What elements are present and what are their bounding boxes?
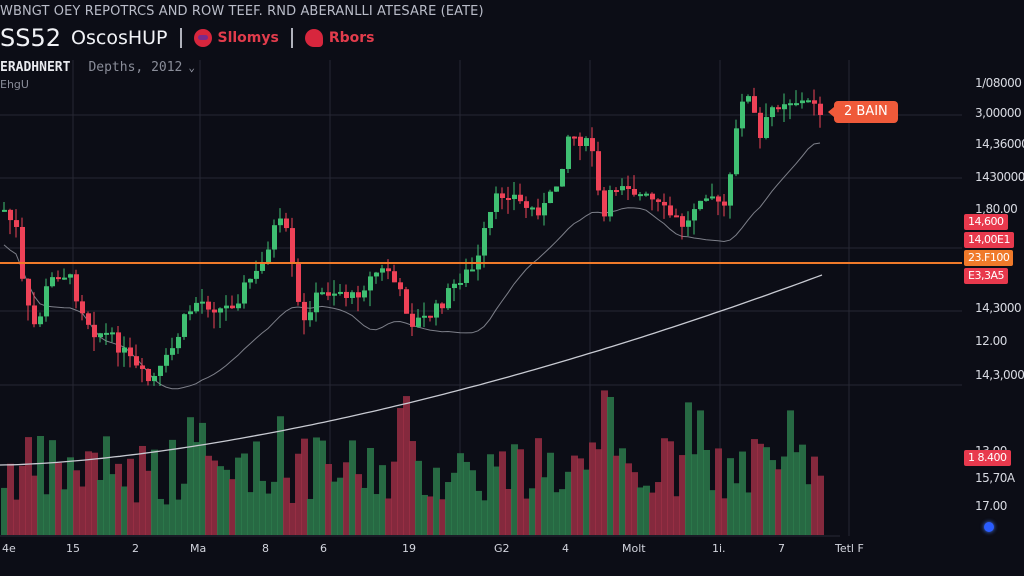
x-axis-label: 8 bbox=[262, 542, 269, 555]
x-axis-label: 4 bbox=[562, 542, 569, 555]
price-tag: 14,600 bbox=[964, 214, 1008, 230]
page-headline: WBNGT OEY REPOTRCS AND ROW TEEF. RND ABE… bbox=[0, 4, 484, 19]
rbors-logo-icon bbox=[304, 29, 323, 47]
brand-rbors[interactable]: Rbors bbox=[304, 29, 375, 47]
ticker-name: OscosHUP bbox=[71, 27, 168, 49]
symbol-label: ERADHNERT bbox=[0, 60, 71, 75]
y-axis-label: 14,3000 bbox=[975, 301, 1022, 315]
ticker-symbol: SS52 bbox=[0, 24, 62, 52]
y-axis-label: 12.00 bbox=[975, 334, 1007, 348]
x-axis-label: 2 bbox=[132, 542, 139, 555]
x-axis-label: 19 bbox=[402, 542, 416, 555]
chart-header: SS52 OscosHUP Sllomys Rbors bbox=[0, 24, 375, 52]
x-axis-label: Tetl F bbox=[835, 542, 864, 555]
blue-marker-icon[interactable] bbox=[984, 522, 994, 532]
period-dropdown[interactable]: Depths, 2012 ⌄ bbox=[88, 60, 195, 75]
brand-rbors-label: Rbors bbox=[328, 30, 375, 46]
y-axis-label: 17.00 bbox=[975, 499, 1007, 513]
y-axis-label: 14,3,000 bbox=[975, 368, 1024, 382]
symbol-bar: ERADHNERT Depths, 2012 ⌄ bbox=[0, 60, 195, 75]
price-tag: 1 8.400 bbox=[964, 450, 1011, 466]
y-axis-label: 1,80.00 bbox=[975, 202, 1018, 216]
chevron-down-icon: ⌄ bbox=[188, 61, 195, 74]
sllomys-logo-icon bbox=[193, 29, 212, 47]
x-axis-label: Ma bbox=[190, 542, 207, 555]
brand-sllomys[interactable]: Sllomys bbox=[193, 29, 279, 47]
divider bbox=[179, 28, 182, 48]
y-axis-label: 1/08000 bbox=[975, 76, 1022, 90]
divider bbox=[290, 28, 293, 48]
x-axis-label: 4e bbox=[2, 542, 16, 555]
y-axis-label: 3,00000 bbox=[975, 106, 1022, 120]
y-axis-label: 15,70A bbox=[975, 471, 1015, 485]
price-tag: E3,3A5 bbox=[964, 268, 1008, 284]
price-tag: 23.F100 bbox=[964, 250, 1014, 266]
x-axis-label: 1i. bbox=[712, 542, 726, 555]
x-axis-label: 15 bbox=[66, 542, 80, 555]
candlesticks bbox=[2, 87, 823, 386]
sub-label: EhgU bbox=[0, 78, 29, 91]
x-axis-label: G2 bbox=[494, 542, 510, 555]
volume-bars bbox=[1, 390, 824, 535]
price-callout: 2 BAIN bbox=[828, 101, 898, 123]
x-axis-label: Molt bbox=[622, 542, 646, 555]
period-label: Depths, 2012 bbox=[88, 60, 183, 75]
x-axis-label: 7 bbox=[778, 542, 785, 555]
x-axis-label: 6 bbox=[320, 542, 327, 555]
price-tag: 14,00E1 bbox=[964, 232, 1014, 248]
brand-sllomys-label: Sllomys bbox=[217, 30, 279, 46]
y-axis-label: 1430000 bbox=[975, 170, 1024, 184]
y-axis-label: 14,36000 bbox=[975, 137, 1024, 151]
